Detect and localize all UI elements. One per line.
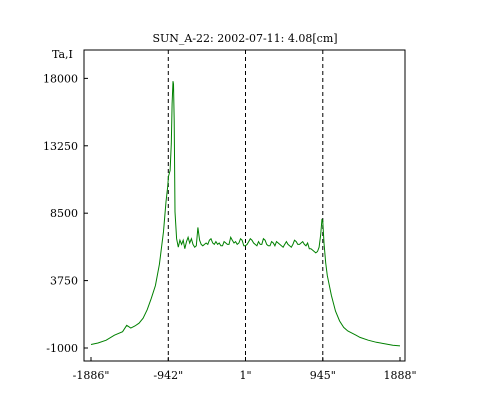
x-tick-label: -942" — [153, 369, 183, 382]
y-tick-label: 18000 — [43, 72, 78, 85]
x-tick-label: 1888" — [383, 369, 416, 382]
plot-frame — [83, 49, 406, 362]
data-series-line — [90, 81, 401, 347]
y-axis-label: Ta,I — [52, 48, 73, 61]
y-tick-label: 3750 — [50, 275, 78, 288]
reference-lines — [167, 50, 324, 361]
x-tick-label: -1886" — [73, 369, 110, 382]
y-tick-label: -1000 — [46, 342, 78, 355]
chart-title: SUN_A-22: 2002-07-11: 4.08[cm] — [152, 32, 337, 45]
x-tick-label: 1" — [239, 369, 251, 382]
y-tick-label: 13250 — [43, 140, 78, 153]
x-tick-label: 945" — [310, 369, 336, 382]
x-axis-ticks: -1886" -942" 1" 945" 1888" — [73, 357, 417, 382]
y-axis-ticks: -1000 3750 8500 13250 18000 — [43, 72, 88, 355]
y-tick-label: 8500 — [50, 207, 78, 220]
